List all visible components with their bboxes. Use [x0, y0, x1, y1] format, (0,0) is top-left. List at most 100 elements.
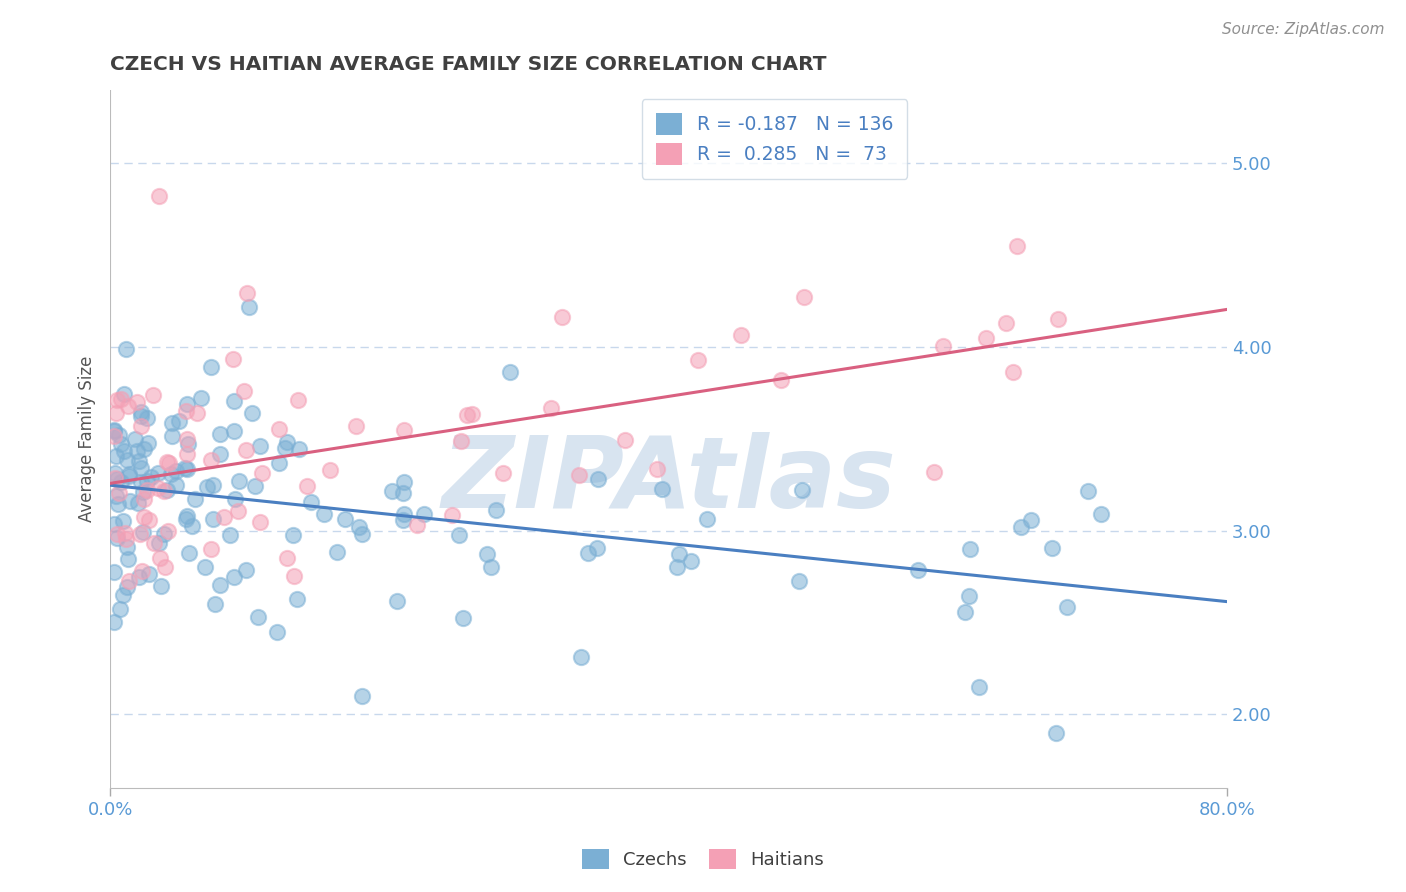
Point — [201, 478, 224, 492]
Point — [412, 508, 434, 522]
Point — [114, 526, 136, 541]
Point — [392, 507, 415, 521]
Point — [146, 481, 169, 495]
Point — [128, 527, 150, 541]
Point — [103, 429, 125, 443]
Point — [551, 310, 574, 325]
Point — [152, 527, 174, 541]
Point — [179, 546, 201, 560]
Point — [1040, 541, 1063, 555]
Point — [392, 423, 415, 437]
Point — [103, 517, 125, 532]
Point — [406, 518, 429, 533]
Point — [200, 360, 222, 375]
Point — [129, 475, 152, 489]
Point — [204, 597, 226, 611]
Point — [238, 300, 260, 314]
Point — [967, 680, 990, 694]
Point — [143, 536, 166, 550]
Point — [249, 515, 271, 529]
Point — [104, 466, 127, 480]
Point — [449, 528, 471, 542]
Point — [222, 570, 245, 584]
Point — [132, 484, 155, 499]
Point — [586, 541, 609, 556]
Point — [176, 396, 198, 410]
Point — [105, 393, 128, 408]
Point — [668, 547, 690, 561]
Point — [787, 574, 810, 588]
Point — [118, 574, 141, 589]
Point — [212, 509, 235, 524]
Point — [922, 465, 945, 479]
Point — [451, 611, 474, 625]
Point — [344, 419, 367, 434]
Point — [456, 408, 478, 422]
Point — [184, 491, 207, 506]
Point — [124, 433, 146, 447]
Point — [228, 474, 250, 488]
Point — [190, 391, 212, 405]
Point — [138, 566, 160, 581]
Point — [200, 453, 222, 467]
Point — [156, 483, 179, 497]
Point — [391, 485, 413, 500]
Y-axis label: Average Family Size: Average Family Size — [79, 356, 96, 522]
Point — [479, 559, 502, 574]
Point — [274, 441, 297, 455]
Point — [134, 491, 156, 506]
Point — [276, 435, 298, 450]
Point — [209, 578, 232, 592]
Point — [128, 454, 150, 468]
Point — [142, 388, 165, 402]
Point — [907, 563, 929, 577]
Point — [146, 466, 169, 480]
Point — [165, 478, 187, 492]
Point — [132, 509, 155, 524]
Point — [104, 450, 127, 464]
Point — [235, 563, 257, 577]
Point — [112, 386, 135, 401]
Point — [246, 610, 269, 624]
Point — [312, 507, 335, 521]
Point — [141, 470, 163, 484]
Point — [149, 551, 172, 566]
Point — [131, 419, 153, 434]
Point — [105, 472, 128, 486]
Point — [114, 342, 136, 356]
Point — [117, 552, 139, 566]
Point — [1001, 365, 1024, 379]
Point — [176, 511, 198, 525]
Point — [136, 411, 159, 425]
Point — [1047, 312, 1070, 326]
Point — [222, 352, 245, 367]
Point — [120, 494, 142, 508]
Point — [240, 407, 263, 421]
Point — [110, 437, 132, 451]
Point — [162, 416, 184, 430]
Point — [1007, 239, 1029, 253]
Point — [450, 434, 472, 449]
Point — [352, 526, 374, 541]
Point — [157, 456, 180, 470]
Point — [235, 443, 257, 458]
Point — [614, 434, 637, 448]
Point — [250, 466, 273, 480]
Point — [110, 392, 132, 407]
Point — [174, 404, 197, 418]
Point — [150, 579, 173, 593]
Point — [186, 406, 208, 420]
Point — [269, 422, 291, 436]
Point — [132, 442, 155, 457]
Point — [128, 570, 150, 584]
Point — [138, 436, 160, 450]
Point — [222, 424, 245, 438]
Point — [1045, 725, 1067, 739]
Point — [117, 399, 139, 413]
Point — [219, 528, 242, 542]
Legend: Czechs, Haitians: Czechs, Haitians — [572, 839, 834, 879]
Point — [233, 384, 256, 398]
Point — [696, 512, 718, 526]
Point — [108, 485, 131, 500]
Point — [236, 285, 259, 300]
